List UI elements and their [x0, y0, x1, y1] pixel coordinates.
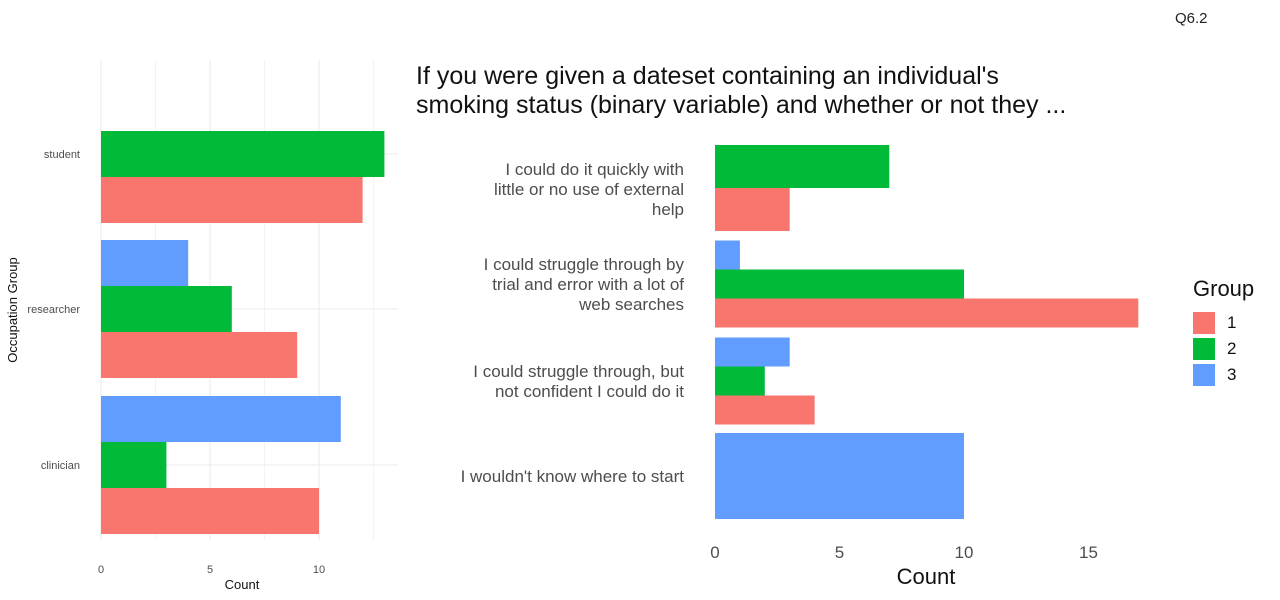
- x-tick-label: 10: [313, 564, 325, 576]
- y-tick-label: I could struggle through, but: [473, 362, 684, 381]
- legend-item-2: 2: [1193, 336, 1254, 362]
- y-axis-label: Occupation Group: [5, 257, 20, 363]
- y-tick-label: I wouldn't know where to start: [461, 467, 685, 486]
- occupation-bar-chart: student researcher clinician 0 5 10 Count Occup…: [5, 60, 398, 592]
- y-tick-label: student: [44, 149, 80, 161]
- x-axis-label: Count: [897, 564, 956, 589]
- legend-label: 1: [1227, 313, 1237, 332]
- chart-title-line: smoking status (binary variable) and whe…: [416, 91, 1067, 119]
- x-tick-label: 5: [835, 543, 844, 562]
- x-tick-label: 5: [207, 564, 213, 576]
- bar: [101, 488, 319, 534]
- bar: [715, 269, 964, 299]
- chart-title-line: If you were given a dateset containing a…: [416, 62, 999, 90]
- legend-item-3: 3: [1193, 362, 1254, 388]
- legend-swatch: [1193, 312, 1215, 334]
- bar: [715, 366, 765, 396]
- bar: [101, 442, 167, 488]
- x-tick-label: 10: [955, 543, 974, 562]
- bar: [101, 240, 189, 286]
- x-tick-label: 0: [710, 543, 719, 562]
- y-tick-label: little or no use of external: [494, 180, 684, 199]
- bar: [101, 396, 341, 442]
- legend-title: Group: [1193, 276, 1255, 301]
- y-tick-label: clinician: [41, 460, 80, 472]
- bar: [715, 145, 890, 188]
- bar: [101, 131, 385, 177]
- bar: [715, 395, 815, 425]
- bar: [715, 337, 790, 367]
- y-tick-label: trial and error with a lot of: [492, 275, 684, 294]
- y-tick-label: web searches: [578, 295, 684, 314]
- y-tick-label: not confident I could do it: [495, 382, 684, 401]
- bar: [101, 332, 298, 378]
- bar: [715, 298, 1139, 328]
- x-tick-label: 0: [98, 564, 104, 576]
- legend: Group 1 2 3: [1193, 276, 1254, 388]
- bar: [101, 286, 232, 332]
- question-label: Q6.2: [1175, 10, 1208, 27]
- y-tick-label: I could struggle through by: [484, 255, 685, 274]
- x-axis-label: Count: [225, 577, 260, 592]
- y-tick-label: help: [652, 200, 684, 219]
- legend-swatch: [1193, 364, 1215, 386]
- legend-label: 2: [1227, 339, 1237, 358]
- legend-swatch: [1193, 338, 1215, 360]
- bar: [715, 188, 790, 231]
- y-tick-label: I could do it quickly with: [505, 160, 684, 179]
- legend-item-1: 1: [1193, 310, 1254, 336]
- x-tick-label: 15: [1079, 543, 1098, 562]
- bar: [101, 177, 363, 223]
- bar: [715, 240, 740, 270]
- legend-label: 3: [1227, 365, 1237, 384]
- y-tick-label: researcher: [27, 304, 80, 316]
- chart-title: If you were given a dateset containing a…: [416, 62, 1066, 120]
- bar: [715, 433, 964, 519]
